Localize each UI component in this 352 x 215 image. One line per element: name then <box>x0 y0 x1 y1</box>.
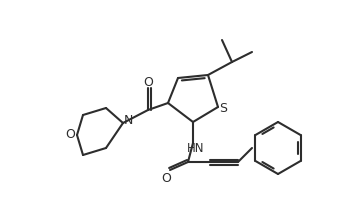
Text: O: O <box>65 129 75 141</box>
Text: S: S <box>219 103 227 115</box>
Text: HN: HN <box>187 141 205 155</box>
Text: O: O <box>143 75 153 89</box>
Text: N: N <box>123 114 133 126</box>
Text: O: O <box>161 172 171 184</box>
